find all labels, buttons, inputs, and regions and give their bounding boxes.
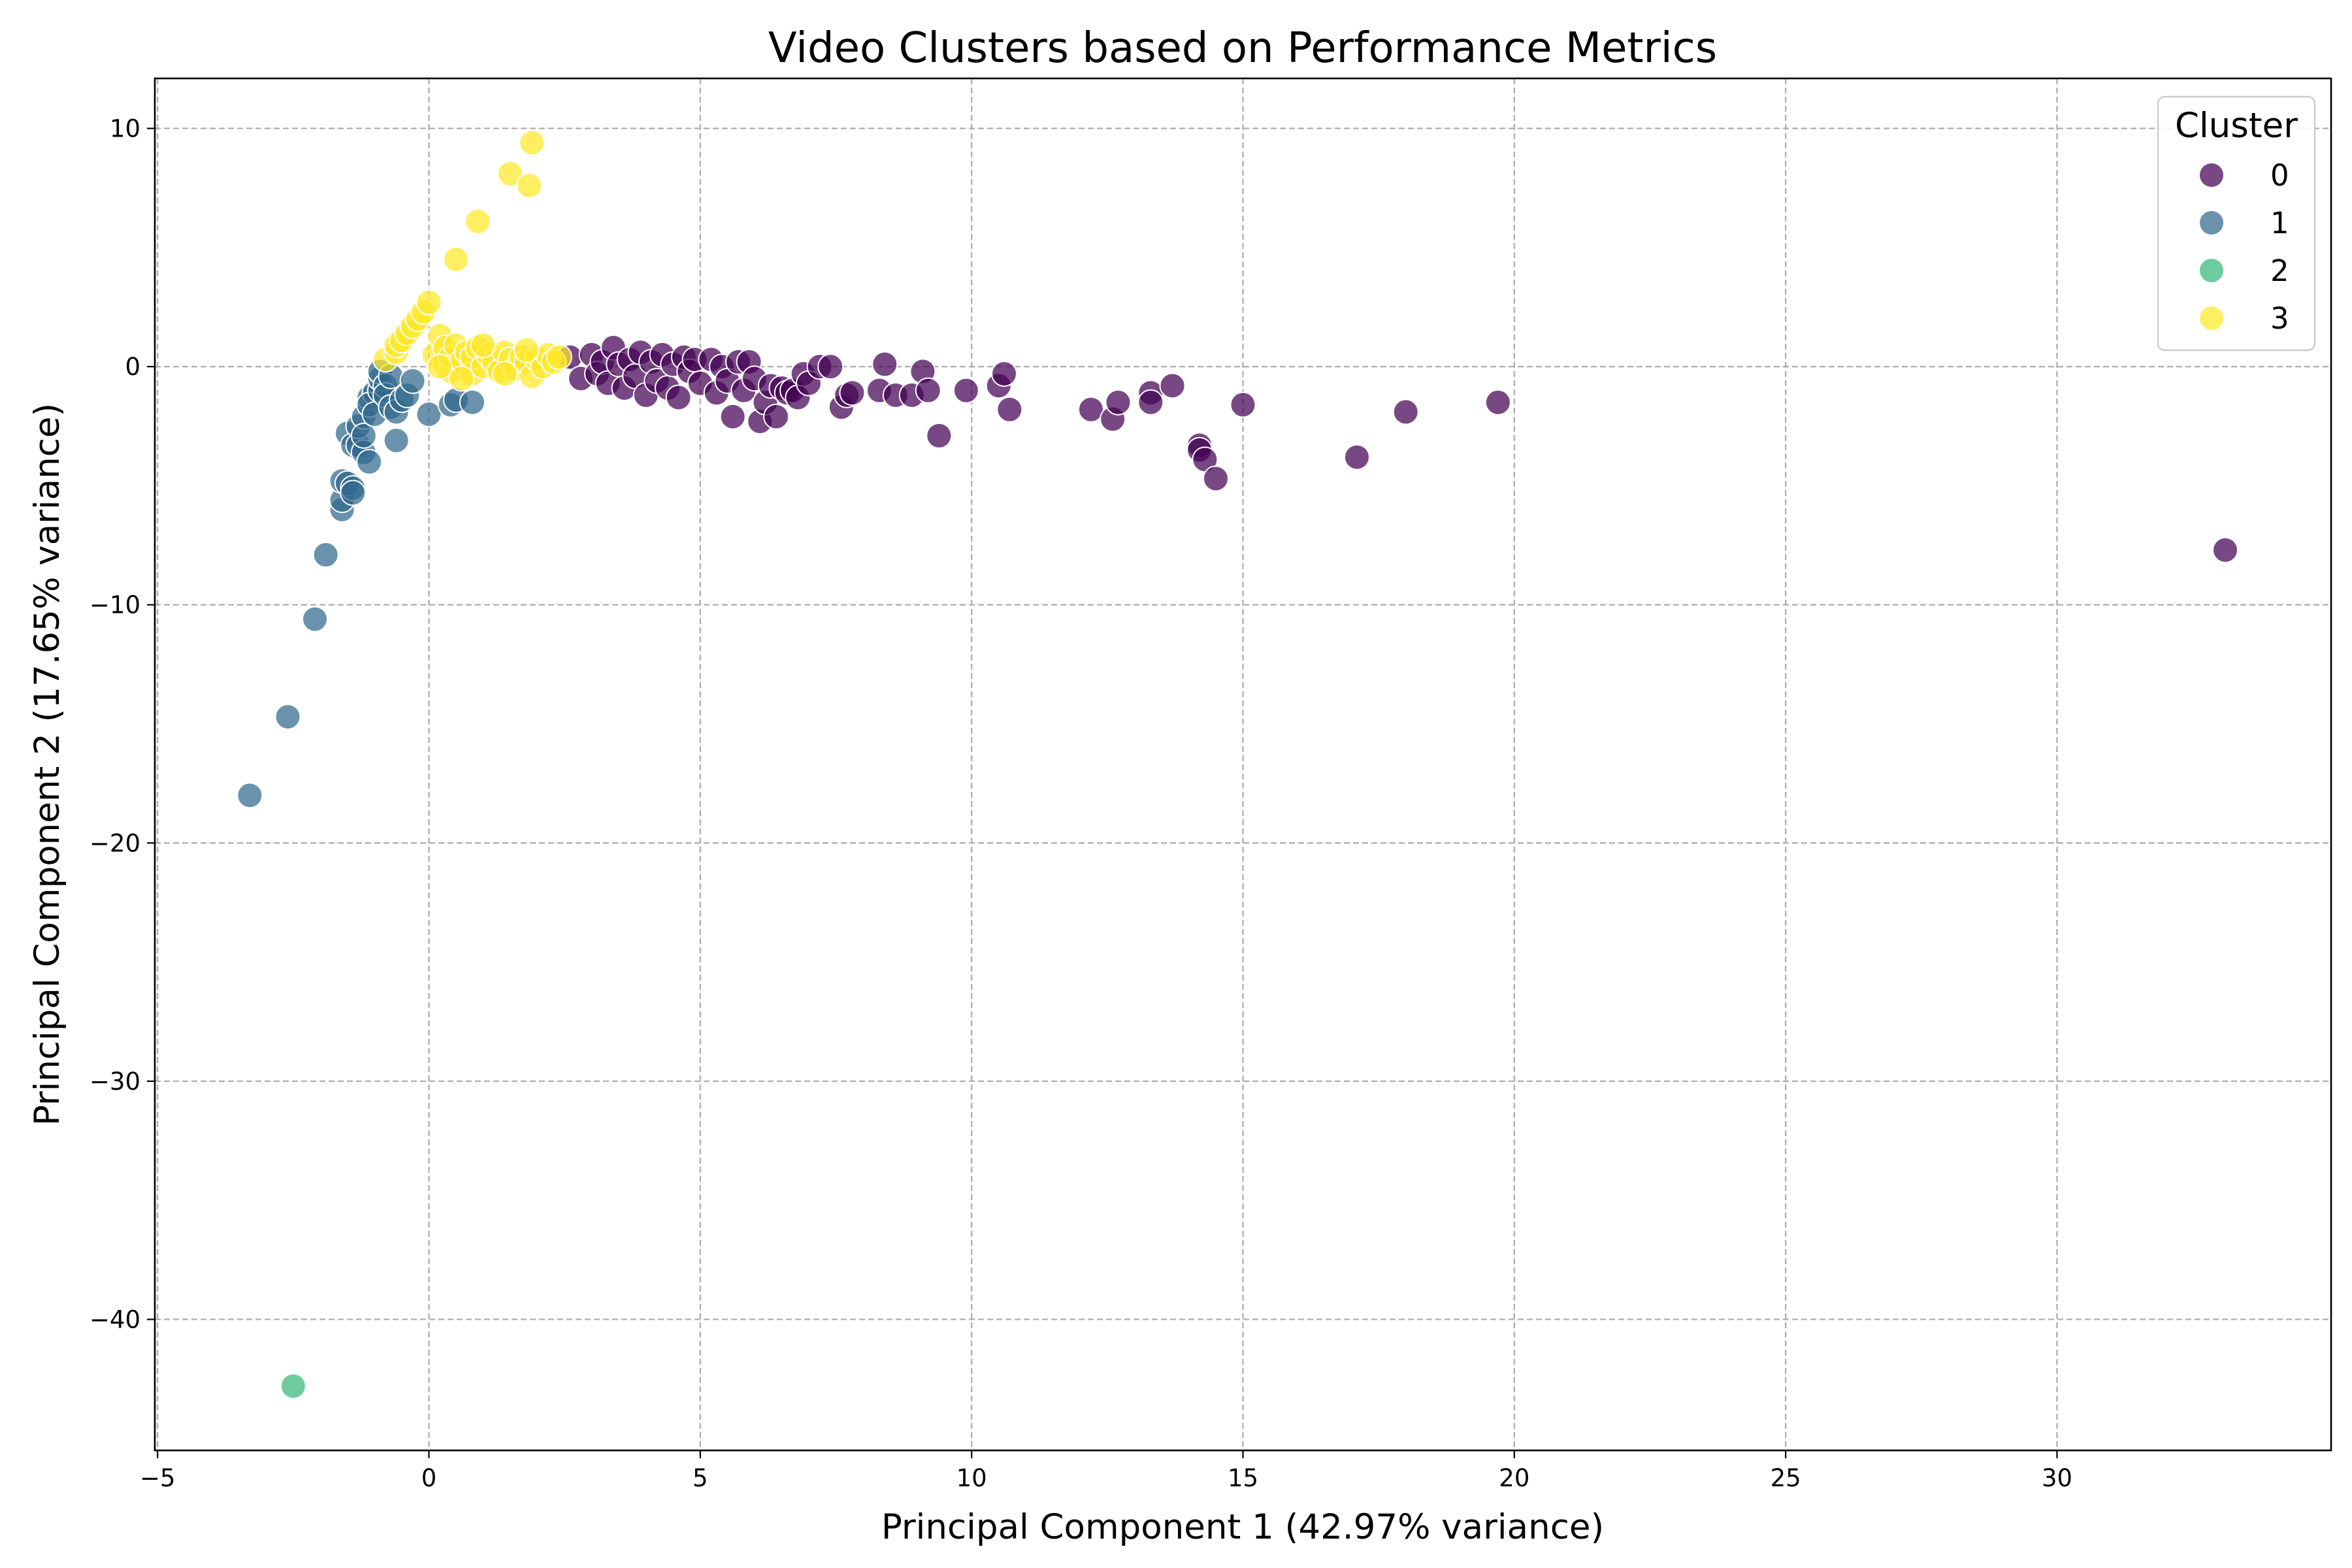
data-point bbox=[274, 704, 301, 730]
data-point bbox=[991, 361, 1018, 387]
x-axis-label: Principal Component 1 (42.97% variance) bbox=[881, 1507, 1604, 1547]
data-point bbox=[665, 384, 692, 411]
y-tick-label: 0 bbox=[125, 353, 140, 381]
data-point bbox=[1484, 389, 1511, 416]
data-point bbox=[1343, 444, 1370, 470]
data-point bbox=[516, 172, 543, 199]
data-point bbox=[1392, 399, 1419, 425]
data-point bbox=[546, 344, 572, 370]
series-0 bbox=[557, 334, 2239, 563]
data-point bbox=[719, 403, 746, 430]
y-tick-label: −10 bbox=[90, 591, 140, 619]
legend-label-3: 3 bbox=[2270, 301, 2289, 336]
data-point bbox=[1077, 396, 1104, 423]
data-point bbox=[926, 422, 953, 449]
legend-marker-3 bbox=[2198, 305, 2225, 331]
data-point bbox=[491, 361, 518, 387]
y-axis-label: Principal Component 2 (17.65% variance) bbox=[27, 403, 67, 1126]
series-2 bbox=[280, 1373, 306, 1399]
data-point bbox=[427, 353, 453, 380]
y-tick-label: −30 bbox=[90, 1068, 140, 1096]
series-3 bbox=[372, 129, 572, 392]
data-point bbox=[470, 332, 497, 359]
data-point bbox=[302, 606, 329, 632]
data-point bbox=[340, 480, 367, 506]
grid-lines bbox=[155, 78, 2331, 1450]
data-point bbox=[1159, 372, 1186, 399]
data-point bbox=[399, 368, 426, 395]
data-point bbox=[817, 353, 844, 380]
data-point bbox=[237, 782, 263, 809]
data-point bbox=[497, 160, 524, 187]
legend-marker-1 bbox=[2198, 210, 2225, 236]
data-points bbox=[237, 129, 2239, 1399]
data-point bbox=[763, 403, 790, 430]
data-point bbox=[443, 246, 470, 273]
x-tick-label: 20 bbox=[1499, 1464, 1529, 1492]
series-1 bbox=[237, 358, 485, 809]
data-point bbox=[465, 208, 491, 235]
data-point bbox=[459, 389, 485, 416]
data-point bbox=[1202, 465, 1229, 492]
data-point bbox=[312, 542, 339, 568]
data-point bbox=[514, 336, 540, 363]
legend-box bbox=[2157, 95, 2316, 351]
x-tick-label: 25 bbox=[1771, 1464, 1801, 1492]
x-tick-label: 0 bbox=[421, 1464, 437, 1492]
data-point bbox=[280, 1373, 306, 1399]
data-point bbox=[915, 377, 941, 404]
legend-label-2: 2 bbox=[2270, 253, 2289, 288]
x-tick-label: 15 bbox=[1228, 1464, 1258, 1492]
data-point bbox=[1137, 389, 1164, 416]
data-point bbox=[839, 380, 866, 406]
chart-title: Video Clusters based on Performance Metr… bbox=[768, 24, 1717, 73]
data-point bbox=[350, 422, 377, 449]
legend-items: 0 1 2 3 bbox=[2198, 158, 2289, 336]
data-point bbox=[872, 351, 898, 378]
x-tick-label: −5 bbox=[140, 1464, 176, 1492]
y-tick-label: 10 bbox=[110, 115, 140, 143]
data-point bbox=[1230, 391, 1256, 418]
legend: Cluster 0 1 2 3 bbox=[2157, 95, 2316, 351]
data-point bbox=[356, 448, 383, 475]
y-tick-label: −40 bbox=[90, 1305, 140, 1333]
legend-marker-0 bbox=[2198, 162, 2225, 188]
x-tick-label: 5 bbox=[693, 1464, 708, 1492]
legend-label-1: 1 bbox=[2270, 206, 2289, 240]
data-point bbox=[448, 365, 475, 392]
legend-marker-2 bbox=[2198, 257, 2225, 284]
data-point bbox=[953, 377, 979, 404]
data-point bbox=[519, 129, 546, 156]
x-tick-label: 30 bbox=[2042, 1464, 2072, 1492]
x-tick-label: 10 bbox=[956, 1464, 987, 1492]
data-point bbox=[996, 396, 1023, 423]
axis-ticks: −5 0 5 10 15 20 25 30 10 0 −10 −20 −30 −40 bbox=[90, 115, 2072, 1492]
data-point bbox=[1105, 389, 1132, 416]
legend-label-0: 0 bbox=[2270, 158, 2289, 193]
legend-title: Cluster bbox=[2175, 106, 2298, 146]
data-point bbox=[416, 401, 442, 428]
data-point bbox=[2212, 536, 2239, 563]
y-tick-label: −20 bbox=[90, 829, 140, 857]
data-point bbox=[383, 427, 410, 454]
data-point bbox=[416, 289, 442, 316]
